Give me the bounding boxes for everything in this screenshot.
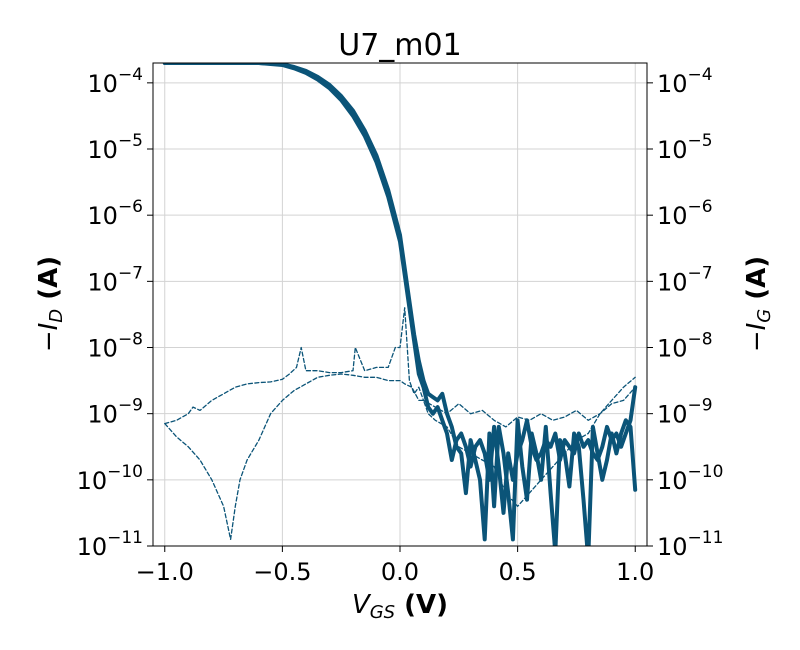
x-axis-ticks: −1.0 −0.5 0.0 0.5 1.0 bbox=[136, 546, 654, 586]
x-axis-title-unit: (V) bbox=[395, 590, 448, 620]
y-left-tick-label: 10−6 bbox=[87, 197, 143, 230]
x-tick-label: 0.5 bbox=[499, 558, 537, 586]
y-left-tick-label: 10−8 bbox=[87, 330, 143, 363]
y-left-tick-label: 10−5 bbox=[87, 131, 143, 164]
x-axis-title-main: V bbox=[352, 590, 372, 620]
x-tick-label: 0.0 bbox=[381, 558, 419, 586]
y-right-tick-label: 10−4 bbox=[657, 65, 713, 98]
series-gate-reverse bbox=[164, 307, 636, 428]
y-axis-left-title-main: −I bbox=[34, 323, 64, 352]
y-right-tick-label: 10−6 bbox=[657, 197, 713, 230]
y-left-tick-label: 10−10 bbox=[77, 462, 143, 495]
y-axis-left-title-unit: (A) bbox=[34, 256, 64, 309]
y-right-tick-label: 10−7 bbox=[657, 263, 713, 296]
y-left-tick-label: 10−9 bbox=[87, 396, 143, 429]
series-drain-forward bbox=[162, 63, 638, 546]
chart-title: U7_m01 bbox=[338, 28, 461, 63]
y-axis-right-title: −IG (A) bbox=[742, 256, 775, 352]
y-axis-right-title-unit: (A) bbox=[742, 256, 772, 309]
y-axis-left-title-subscript: D bbox=[46, 309, 67, 323]
y-right-tick-label: 10−10 bbox=[657, 462, 723, 495]
x-tick-label: −0.5 bbox=[253, 558, 311, 586]
y-left-tick-label: 10−4 bbox=[87, 65, 143, 98]
y-axis-left-ticks: 10−11 10−10 10−9 10−8 10−7 10−6 10−5 10−4 bbox=[77, 65, 153, 561]
y-right-tick-label: 10−5 bbox=[657, 131, 713, 164]
y-axis-right-ticks: 10−11 10−10 10−9 10−8 10−7 10−6 10−5 10−4 bbox=[647, 65, 723, 561]
x-tick-label: −1.0 bbox=[136, 558, 194, 586]
y-right-tick-label: 10−8 bbox=[657, 330, 713, 363]
y-right-tick-label: 10−11 bbox=[657, 528, 723, 561]
y-left-tick-label: 10−11 bbox=[77, 528, 143, 561]
grid-lines bbox=[153, 63, 647, 547]
x-axis-title-subscript: GS bbox=[370, 602, 395, 623]
y-axis-left-title: −ID (A) bbox=[34, 256, 67, 352]
plot-area bbox=[162, 63, 638, 546]
series-drain-reverse bbox=[162, 63, 638, 515]
y-axis-right-title-main: −I bbox=[742, 323, 772, 352]
y-axis-right-title-subscript: G bbox=[754, 309, 775, 323]
y-left-tick-label: 10−7 bbox=[87, 263, 143, 296]
x-axis-title: VGS (V) bbox=[352, 590, 448, 623]
x-tick-label: 1.0 bbox=[616, 558, 654, 586]
series-gate-forward bbox=[164, 373, 636, 541]
y-right-tick-label: 10−9 bbox=[657, 396, 713, 429]
